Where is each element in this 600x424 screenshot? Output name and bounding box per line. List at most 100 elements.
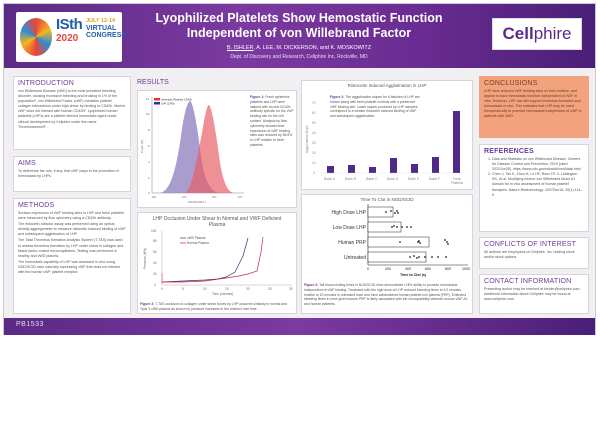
figure4-label: Figure 4: [304,283,319,287]
svg-text:70: 70 [312,101,316,105]
methods-heading: METHODS [18,202,55,209]
svg-text:Time (minutes): Time (minutes) [212,292,233,296]
methods-section: METHODS Surface expression of vWF bindin… [13,198,131,314]
figure4-panel: Time To Clot in NOD/SCID High Dose LHP L… [301,194,473,314]
figure1-caption: Figure 1: Fresh apheresis platelets and … [250,95,294,148]
svg-text:10¹: 10¹ [152,195,156,199]
svg-text:400: 400 [405,267,411,271]
svg-text:40: 40 [153,261,157,265]
logo-rest: phire [533,24,572,43]
poster-title-line2: Independent of von Willebrand Factor [186,26,412,40]
introduction-section: INTRODUCTION von Willebrand Disease (vWD… [13,76,131,150]
svg-text:20: 20 [246,287,250,291]
svg-text:Count (%): Count (%) [140,139,144,153]
svg-text:Batch D: Batch D [387,177,399,181]
svg-text:800: 800 [445,267,451,271]
svg-text:5: 5 [182,287,184,291]
conflicts-heading: CONFLICTS OF INTEREST [484,241,577,248]
svg-text:6: 6 [148,144,150,148]
svg-text:100: 100 [151,229,157,233]
svg-text:0: 0 [367,267,369,271]
svg-text:0: 0 [148,191,150,195]
svg-text:Fresh: Fresh [453,177,461,181]
svg-text:600: 600 [425,267,431,271]
aims-text: To determine the role, if any, that vWF … [18,169,119,179]
reference-item: Chen J, Tan K, Zhou H, Lo HF, Roux DT-4,… [492,172,584,197]
poster-title-line1: Lyophilized Platelets Show Hemostatic Fu… [155,11,443,25]
svg-text:Batch A: Batch A [324,177,336,181]
methods-paragraph: The Total Thrombus formation Analysis Sy… [18,238,124,258]
references-list: Data and Statistics on von Willebrand Di… [484,157,584,198]
figure1-text: Fresh apheresis platelets and LHP were s… [250,95,294,147]
logo-bold: Cell [502,24,534,43]
conflicts-section: CONFLICTS OF INTEREST All authors are em… [479,237,589,269]
legend-fresh: Apheresis Platelets CD42b [161,97,193,101]
svg-text:30: 30 [312,141,316,145]
svg-text:10²: 10² [182,195,186,199]
figure2-title: Ristocetin Induced Agglutination in LHP [347,83,427,88]
time-to-clot-chart: High Dose LHP Low Dose LHP Human PRP Unt… [332,204,470,277]
introduction-heading: INTRODUCTION [18,80,75,87]
svg-text:60: 60 [153,250,157,254]
figure3-label: Figure 3: [140,302,155,306]
svg-text:8: 8 [148,128,150,132]
legend-normal: Normal Plasma [187,241,209,245]
svg-text:20: 20 [312,151,316,155]
presenting-author: B. ISHLER [226,45,254,51]
figure2-panel: Ristocetin Induced Agglutination in LHP … [301,80,473,190]
reference-item: Data and Statistics on von Willebrand Di… [492,157,584,172]
occlusion-line-chart: 0 20 40 60 80 100 0 5 10 15 20 25 30 Time (minutes)… [143,229,293,296]
poster-header: ISth 2020 JULY 12-14 VIRTUAL CONGRESS Ly… [4,4,595,68]
cellphire-logo: Cellphire [492,18,582,50]
contact-text: Presenting author may be reached at bish… [484,287,581,302]
figure1-panel: 0 2 4 6 8 10 12 10¹ 10² 10³ 10⁴ CD42b-PE-H Count … [137,90,297,208]
category-untreated: Untreated [344,255,366,261]
isth-conference-logo: ISth 2020 JULY 12-14 VIRTUAL CONGRESS [16,12,126,62]
figure1-label: Figure 1: [250,95,265,99]
svg-text:1000: 1000 [462,267,470,271]
globe-swirl-icon [20,18,52,56]
svg-text:Time to Clot (s): Time to Clot (s) [400,273,427,277]
poster: ISth 2020 JULY 12-14 VIRTUAL CONGRESS Ly… [3,3,596,335]
category-human-prp: Human PRP [338,240,366,246]
category-high-dose: High Dose LHP [332,210,367,216]
poster-id: PB1533 [16,321,44,328]
svg-text:0: 0 [161,287,163,291]
agglutination-bar-chart: 0 10 20 30 40 50 60 70 Agglutination Slope Batc… [305,101,466,185]
contact-heading: CONTACT INFORMATION [484,278,572,285]
contact-section: CONTACT INFORMATION Presenting author ma… [479,274,589,314]
figure2-caption: Figure 2: The agglutination slopes for 6… [330,95,420,119]
isth-logo-text: ISth [56,16,83,33]
figure4-caption: Figure 4: Tail blood clotting times in N… [304,283,470,307]
figure4-text: Tail blood clotting times in NOD/SCID mi… [304,283,468,307]
references-heading: REFERENCES [484,148,534,155]
legend-lhp: LHP CD42b [161,101,175,105]
poster-footer: PB1533 [4,318,595,335]
figure3-panel: LHP Occlusion Under Shear In Normal and … [137,212,297,314]
svg-text:10: 10 [203,287,207,291]
svg-text:12: 12 [146,97,150,101]
svg-text:10: 10 [312,161,316,165]
aims-section: AIMS To determine the role, if any, that… [13,156,131,192]
isth-dates: JULY 12-14 [86,18,116,24]
svg-text:10⁴: 10⁴ [238,195,243,199]
conflicts-text: All authors are employees of Cellphire, … [484,250,575,260]
svg-text:200: 200 [385,267,391,271]
svg-text:15: 15 [225,287,229,291]
svg-text:4: 4 [148,160,150,164]
conclusions-text: LHP have reduced vWF binding sites on th… [484,89,582,119]
category-low-dose: Low Dose LHP [333,225,367,231]
figure2-text: The agglutination slopes for 6 batches o… [330,95,420,119]
svg-text:20: 20 [153,272,157,276]
isth-congress-label: CONGRESS [86,32,127,39]
co-authors: , A. LEE, M. DICKERSON, and K. MOSKOWITZ [253,45,372,51]
svg-text:60: 60 [312,111,316,115]
isth-virtual: VIRTUAL CONGRESS [86,25,126,39]
figure3-text: T-TAS occlusion to collagen under shear … [140,302,288,311]
isth-year: 2020 [56,33,79,44]
legend-vwd: vWD Plasma [187,236,206,240]
flow-cytometry-histogram: 0 2 4 6 8 10 12 10¹ 10² 10³ 10⁴ CD42b-PE-H Count … [140,97,244,204]
conclusions-heading: CONCLUSIONS [484,80,538,87]
svg-text:10: 10 [146,112,150,116]
methods-paragraph: The hemostatic capability of LHP was ass… [18,259,121,275]
